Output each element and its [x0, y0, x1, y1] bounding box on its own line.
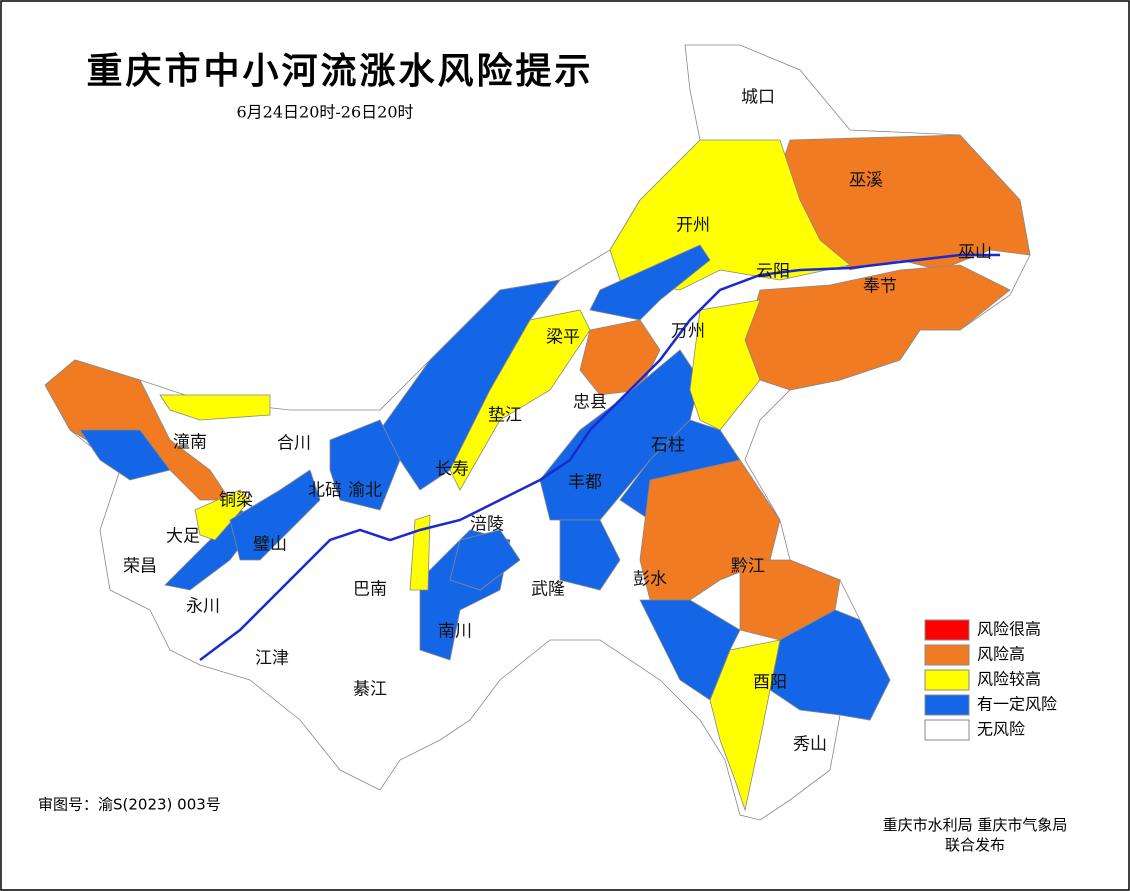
district-label: 开州	[676, 216, 710, 236]
district-label: 涪陵	[470, 515, 504, 535]
district-label: 大足	[166, 527, 200, 547]
region	[409, 514, 431, 591]
district-label: 彭水	[633, 570, 667, 590]
region	[709, 639, 781, 812]
district-label: 綦江	[353, 680, 387, 700]
district-label: 南川	[438, 622, 472, 642]
district-label: 巫山	[958, 243, 992, 263]
region	[449, 529, 521, 591]
region	[589, 244, 711, 321]
legend-label: 有一定风险	[977, 695, 1057, 714]
legend-swatch	[924, 619, 970, 641]
yangtze-river	[199, 253, 1000, 661]
region	[689, 299, 761, 431]
subtitle: 6月24日20时-26日20时	[236, 103, 413, 122]
district-label: 渝北	[348, 481, 382, 501]
region	[609, 139, 851, 291]
district-label: 忠县	[573, 393, 607, 413]
district-label: 巫溪	[849, 171, 883, 191]
region	[159, 394, 271, 421]
approval-number: 审图号：渝S(2023) 003号	[38, 796, 221, 814]
publish-note: 联合发布	[945, 836, 1005, 854]
district-label: 城口	[741, 88, 775, 108]
legend-label: 风险很高	[977, 620, 1041, 639]
legend-swatch	[924, 694, 970, 716]
region	[229, 469, 321, 561]
district-label: 荣昌	[123, 557, 157, 577]
district-label: 长寿	[435, 460, 469, 480]
legend-swatch	[924, 669, 970, 691]
district-label: 垫江	[488, 406, 522, 426]
district-label: 云阳	[756, 262, 790, 282]
district-label: 梁平	[546, 328, 580, 348]
region	[79, 429, 171, 481]
legend-label: 风险较高	[977, 670, 1041, 689]
region	[559, 519, 621, 591]
district-label: 江津	[255, 649, 289, 669]
region	[769, 609, 891, 721]
region	[379, 279, 561, 491]
legend-swatch	[924, 644, 970, 666]
legend-label: 风险高	[977, 645, 1025, 664]
district-label: 铜梁	[219, 491, 253, 511]
title: 重庆市中小河流涨水风险提示	[86, 50, 593, 92]
publisher: 重庆市水利局 重庆市气象局	[883, 816, 1068, 834]
region	[539, 349, 701, 521]
legend-swatch	[924, 719, 970, 741]
district-label: 奉节	[863, 277, 897, 297]
district-label: 丰都	[568, 473, 602, 493]
district-label: 北碚	[308, 481, 342, 501]
district-label: 合川	[277, 434, 311, 454]
district-label: 秀山	[793, 735, 827, 755]
district-label: 巴南	[353, 580, 387, 600]
legend-label: 无风险	[977, 720, 1025, 739]
district-label: 璧山	[253, 535, 287, 555]
region	[639, 599, 741, 701]
district-label: 石柱	[651, 436, 685, 456]
district-label: 潼南	[173, 433, 207, 453]
district-label: 酉阳	[753, 673, 787, 693]
district-label: 黔江	[731, 557, 765, 577]
region	[449, 309, 591, 491]
region	[329, 419, 401, 511]
district-label: 万州	[671, 322, 705, 342]
district-label: 永川	[186, 597, 220, 617]
district-label: 武隆	[531, 580, 565, 600]
map	[44, 44, 1031, 821]
